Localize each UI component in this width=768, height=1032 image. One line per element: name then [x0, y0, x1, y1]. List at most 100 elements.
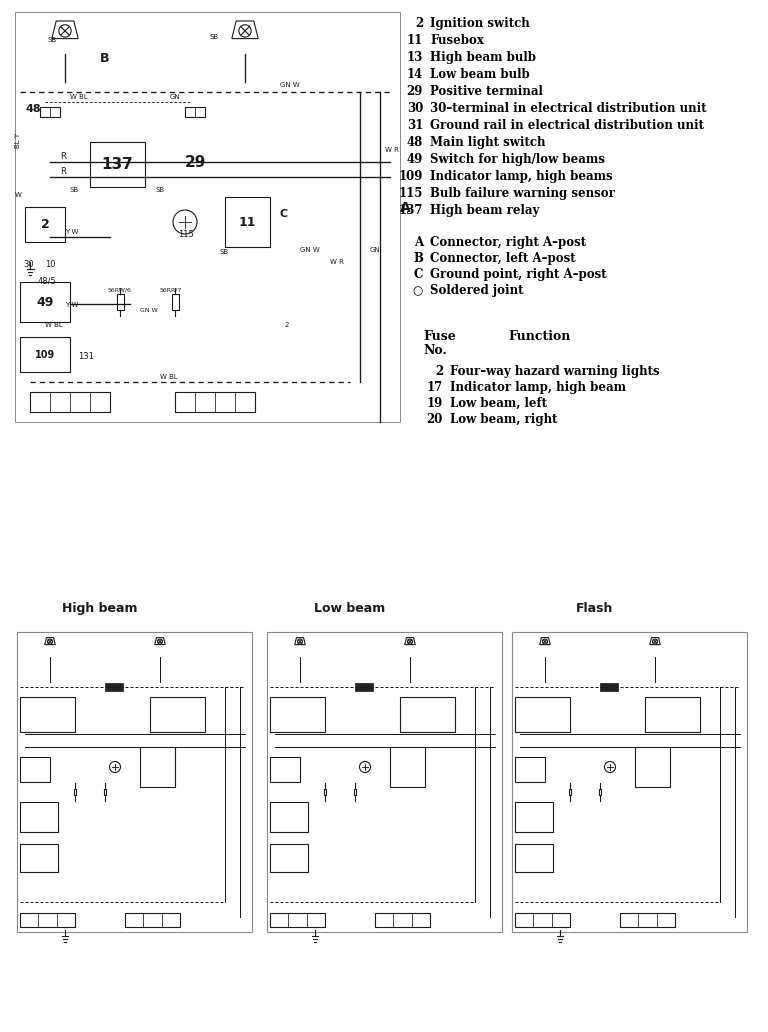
Text: 109: 109: [35, 350, 55, 359]
Text: Low beam bulb: Low beam bulb: [430, 68, 530, 80]
Bar: [270, 757, 300, 782]
Text: Y W: Y W: [65, 302, 78, 308]
Text: 30: 30: [23, 260, 34, 269]
Text: Flash: Flash: [576, 602, 614, 615]
Bar: [30, 392, 110, 412]
Text: 14: 14: [407, 68, 423, 80]
Bar: [185, 107, 205, 117]
Bar: [515, 697, 570, 732]
Text: B: B: [100, 52, 110, 65]
Text: Switch for high/low beams: Switch for high/low beams: [430, 153, 605, 166]
Text: Low beam, left: Low beam, left: [450, 397, 547, 410]
Bar: [25, 207, 65, 241]
Text: 56RW/6: 56RW/6: [108, 288, 132, 293]
Bar: [175, 392, 255, 412]
Bar: [17, 632, 252, 932]
Text: 2: 2: [41, 218, 49, 231]
Text: GN W: GN W: [280, 82, 300, 88]
Text: 137: 137: [399, 204, 423, 217]
Text: 49: 49: [407, 153, 423, 166]
Text: GN W: GN W: [140, 308, 157, 313]
Text: 20: 20: [427, 413, 443, 426]
Bar: [20, 282, 70, 322]
Text: 11: 11: [239, 216, 257, 228]
Bar: [20, 697, 75, 732]
Bar: [40, 107, 60, 117]
Text: Connector, left A–post: Connector, left A–post: [430, 252, 576, 265]
Bar: [512, 632, 747, 932]
Text: 2: 2: [435, 365, 443, 378]
Text: W BL: W BL: [160, 374, 177, 380]
Text: Low beam: Low beam: [314, 602, 386, 615]
Text: SB: SB: [220, 249, 229, 255]
Bar: [270, 844, 308, 872]
Text: 48: 48: [407, 136, 423, 149]
Text: 30–terminal in electrical distribution unit: 30–terminal in electrical distribution u…: [430, 102, 707, 115]
Bar: [400, 697, 455, 732]
Bar: [390, 747, 425, 787]
Text: GN W: GN W: [300, 247, 319, 253]
Text: BL Y: BL Y: [15, 133, 21, 148]
Text: 2: 2: [415, 17, 423, 30]
Text: 11: 11: [407, 34, 423, 47]
Bar: [515, 802, 553, 832]
Text: 29: 29: [185, 155, 207, 170]
Text: B: B: [413, 252, 423, 265]
Text: No.: No.: [423, 344, 447, 357]
Text: A: A: [414, 236, 423, 249]
Bar: [270, 913, 325, 927]
Text: SB: SB: [48, 37, 57, 43]
Text: Ground rail in electrical distribution unit: Ground rail in electrical distribution u…: [430, 119, 704, 132]
Bar: [353, 788, 356, 796]
Text: Four–way hazard warning lights: Four–way hazard warning lights: [450, 365, 660, 378]
Bar: [171, 294, 178, 310]
Text: 13: 13: [406, 51, 423, 64]
Text: Low beam, right: Low beam, right: [450, 413, 558, 426]
Bar: [150, 697, 205, 732]
Text: R: R: [60, 167, 66, 176]
Bar: [620, 913, 675, 927]
Bar: [20, 802, 58, 832]
Bar: [598, 788, 601, 796]
Text: W BL: W BL: [70, 94, 88, 100]
Text: 48/5: 48/5: [38, 277, 57, 286]
Text: 31: 31: [406, 119, 423, 132]
Bar: [104, 788, 107, 796]
Text: Ground point, right A–post: Ground point, right A–post: [430, 268, 607, 281]
Text: Function: Function: [508, 330, 571, 343]
Text: 137: 137: [101, 157, 134, 172]
Text: High beam bulb: High beam bulb: [430, 51, 536, 64]
Text: W: W: [15, 192, 22, 198]
Bar: [515, 913, 570, 927]
Text: W BL: W BL: [45, 322, 63, 328]
Text: SB: SB: [210, 34, 219, 40]
Text: Indicator lamp, high beams: Indicator lamp, high beams: [430, 170, 613, 183]
Bar: [375, 913, 430, 927]
Text: GN: GN: [170, 94, 180, 100]
Text: 30: 30: [406, 102, 423, 115]
Bar: [267, 632, 502, 932]
Text: ○: ○: [412, 284, 423, 297]
Bar: [645, 697, 700, 732]
Text: Soldered joint: Soldered joint: [430, 284, 524, 297]
Bar: [515, 757, 545, 782]
Bar: [20, 757, 50, 782]
Text: A: A: [400, 201, 411, 215]
Text: High beam: High beam: [62, 602, 137, 615]
Bar: [515, 844, 553, 872]
Text: 115: 115: [399, 187, 423, 200]
Bar: [270, 697, 325, 732]
Bar: [225, 197, 270, 247]
Text: 19: 19: [427, 397, 443, 410]
Bar: [74, 788, 76, 796]
Text: 2: 2: [285, 322, 290, 328]
Bar: [635, 747, 670, 787]
Text: 10: 10: [45, 260, 55, 269]
Bar: [355, 683, 373, 691]
Text: Indicator lamp, high beam: Indicator lamp, high beam: [450, 381, 626, 394]
Bar: [20, 913, 75, 927]
Text: 131: 131: [78, 352, 94, 361]
Text: Fuse: Fuse: [423, 330, 455, 343]
Text: 17: 17: [427, 381, 443, 394]
Text: R: R: [60, 152, 66, 161]
